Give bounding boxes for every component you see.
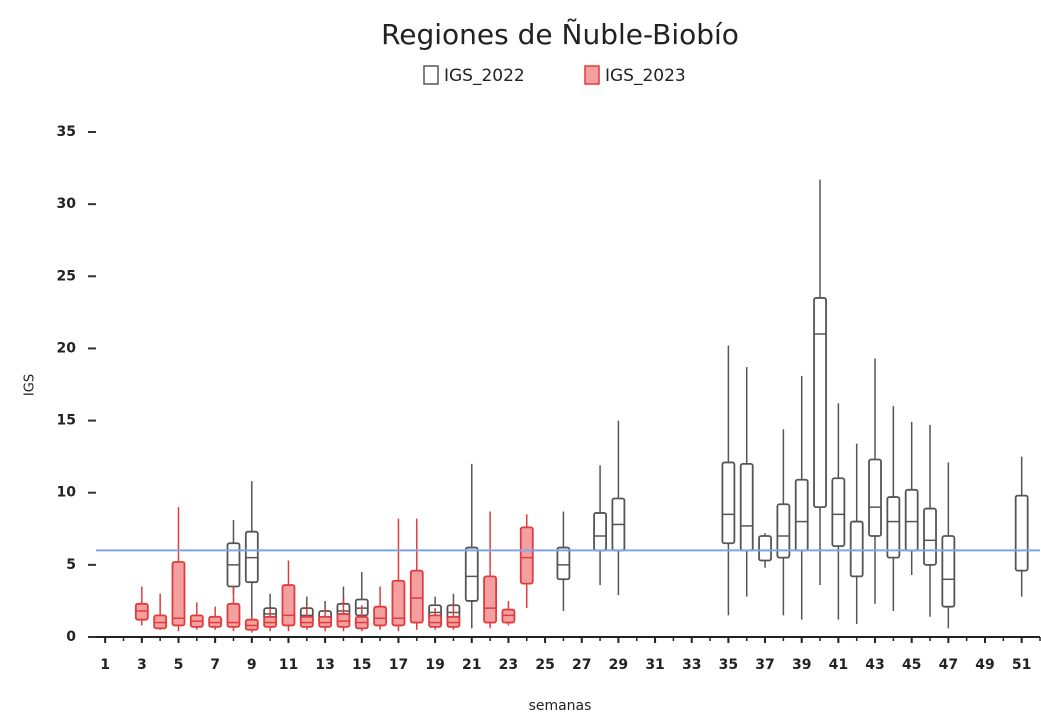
box: [739, 462, 754, 552]
box: [519, 526, 534, 585]
x-tick-label: 25: [535, 657, 554, 673]
x-tick-label: 7: [210, 657, 220, 673]
x-tick-label: 31: [645, 657, 664, 673]
x-tick-label: 41: [829, 657, 848, 673]
x-tick-label: 13: [315, 657, 334, 673]
box: [904, 488, 919, 552]
box: [868, 458, 882, 537]
x-tick-label: 29: [609, 657, 628, 673]
legend-swatch: [584, 65, 600, 85]
box: [776, 503, 791, 559]
x-tick-label: 23: [499, 657, 518, 673]
x-tick-label: 19: [425, 657, 444, 673]
box: [721, 461, 736, 545]
x-axis-label: semanas: [529, 698, 592, 714]
x-tick-label: 5: [174, 657, 184, 673]
box: [409, 569, 424, 624]
y-tick-label: 30: [57, 196, 77, 212]
x-tick-label: 47: [939, 657, 958, 673]
y-tick-label: 35: [57, 124, 76, 140]
legend-label: IGS_2022: [444, 66, 525, 86]
box: [849, 520, 864, 578]
box: [171, 561, 186, 627]
box: [373, 605, 388, 627]
box: [758, 535, 772, 562]
x-tick-label: 21: [462, 657, 481, 673]
box: [593, 512, 607, 552]
legend-label: IGS_2023: [605, 66, 686, 86]
y-tick-label: 20: [57, 340, 77, 356]
y-tick-label: 15: [57, 413, 76, 429]
legend-swatch: [423, 65, 439, 85]
y-tick-label: 25: [57, 268, 76, 284]
box: [941, 535, 956, 608]
x-tick-label: 3: [137, 657, 147, 673]
box: [464, 546, 479, 602]
box: [831, 477, 846, 547]
y-tick-label: 0: [66, 629, 76, 645]
x-tick-label: 27: [572, 657, 591, 673]
box: [428, 614, 443, 628]
box: [1014, 494, 1029, 572]
box: [923, 507, 937, 566]
box: [886, 496, 901, 559]
x-tick-label: 45: [902, 657, 921, 673]
box: [483, 575, 497, 624]
x-tick-label: 43: [865, 657, 884, 673]
x-tick-label: 9: [247, 657, 257, 673]
y-tick-label: 5: [66, 557, 76, 573]
box: [281, 584, 296, 627]
y-axis-label: IGS: [23, 374, 38, 396]
chart-title: Regiones de Ñuble-Biobío: [381, 18, 739, 51]
x-tick-label: 1: [100, 657, 110, 673]
x-tick-label: 49: [975, 657, 994, 673]
y-tick-label: 10: [57, 485, 77, 501]
x-tick-label: 37: [755, 657, 774, 673]
x-tick-label: 15: [352, 657, 371, 673]
x-tick-label: 39: [792, 657, 811, 673]
x-tick-label: 35: [719, 657, 738, 673]
x-tick-label: 11: [279, 657, 298, 673]
box: [226, 602, 241, 628]
x-tick-label: 33: [682, 657, 701, 673]
box: [813, 297, 827, 509]
x-tick-label: 51: [1012, 657, 1031, 673]
box: [391, 579, 406, 627]
x-tick-label: 17: [389, 657, 408, 673]
box: [556, 546, 571, 581]
box: [794, 478, 809, 552]
